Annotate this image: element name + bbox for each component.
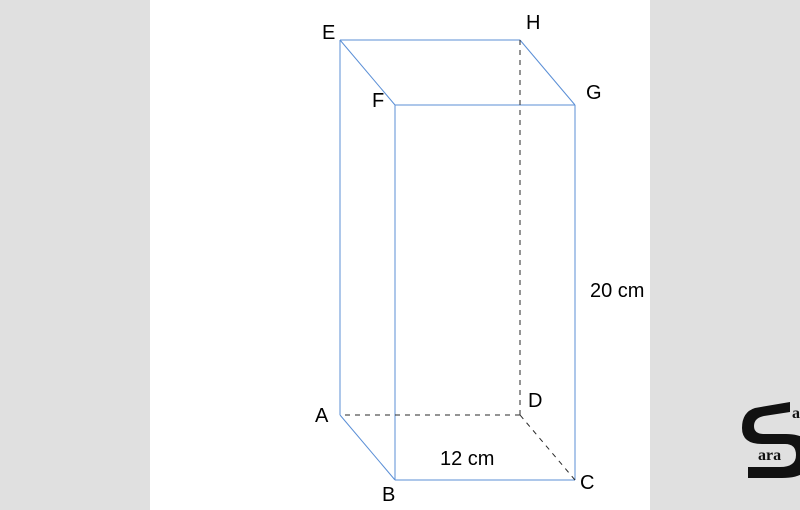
cuboid-diagram [150,0,650,510]
vertex-label-B: B [382,484,395,507]
brand-logo: atu ara [740,400,800,480]
edge-HG [520,40,575,105]
vertex-label-C: C [580,472,594,495]
dimension-width-label: 12 cm [440,448,494,471]
dimension-height-label: 20 cm [590,280,644,303]
vertex-label-H: H [526,12,540,35]
edge-AB [340,415,395,480]
page-canvas: A B C D E F G H 12 cm 20 cm atu ara [150,0,650,510]
logo-top-text: atu [792,405,800,422]
vertex-label-G: G [586,82,602,105]
vertex-label-E: E [322,22,335,45]
edge-CD [520,415,575,480]
logo-bottom-text: ara [758,447,781,464]
vertex-label-A: A [315,405,328,428]
vertex-label-F: F [372,90,384,113]
vertex-label-D: D [528,390,542,413]
edge-FE [340,40,395,105]
